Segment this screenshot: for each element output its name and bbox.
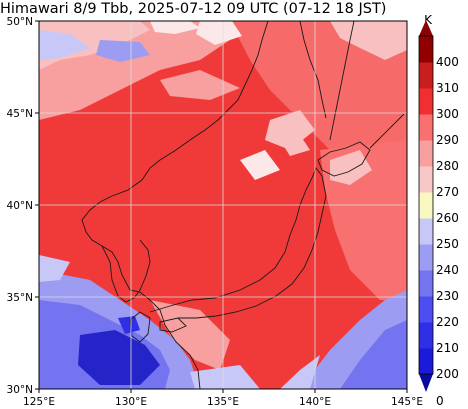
colorbar-swatch [419, 88, 433, 115]
colorbar-swatches [418, 20, 434, 392]
cloud-band-southwest-pink [150, 300, 230, 370]
cloud-streak-north-3 [196, 21, 242, 45]
cloud-streak-manchuria [160, 70, 240, 100]
colorbar-tick-label: 270 [436, 185, 459, 199]
colorbar-tick-label: 400 [436, 55, 459, 69]
colorbar-frame [418, 35, 434, 375]
lon-tick-label: 145°E [391, 396, 423, 408]
lon-tick-label: 130°E [115, 396, 147, 408]
colorbar-swatch [419, 114, 433, 141]
colorbar-swatch [419, 244, 433, 271]
coast-sakhalin [329, 21, 355, 141]
cold-core [78, 330, 160, 385]
lon-tick-label: 140°E [299, 396, 331, 408]
lat-tick-label: 35°N [7, 292, 33, 304]
cloud-patch-north-2 [150, 21, 200, 34]
cold-core-small [118, 316, 140, 334]
cloud-streak-central-1 [240, 150, 280, 180]
colorbar-tick-label: 260 [436, 211, 459, 225]
colorbar-swatch [419, 62, 433, 89]
coastlines [81, 21, 405, 389]
cold-region-southwest-light [39, 255, 70, 282]
colorbar-tick-label: 240 [436, 263, 459, 277]
colorbar-tick-label: 210 [436, 341, 459, 355]
cloud-patch-northwest-cold [39, 30, 90, 60]
lat-tick-label: 40°N [7, 200, 33, 212]
colorbar-over-arrow [419, 20, 433, 36]
cloud-streak-hokkaido [330, 150, 372, 185]
lon-tick-label: 135°E [207, 396, 239, 408]
cloud-patch-northwest-cold-2 [96, 40, 150, 62]
colorbar-tick-label: 280 [436, 159, 459, 173]
colorbar-swatch [419, 322, 433, 349]
lon-tick-label: 125°E [23, 396, 55, 408]
colorbar-tick-label: 230 [436, 289, 459, 303]
cold-region-southeast-inner [340, 320, 407, 389]
cold-region-southeast-edge [280, 355, 320, 389]
coast-russia-east [299, 21, 327, 119]
colorbar-swatch [419, 36, 433, 63]
colorbar-tick-label: 310 [436, 81, 459, 95]
coast-japan-kyushu [129, 311, 151, 343]
colorbar-under-arrow [419, 374, 433, 392]
colorbar-tick-label: 250 [436, 237, 459, 251]
colorbar-swatch [419, 218, 433, 245]
coast-kurils [369, 113, 405, 149]
coast-japan-shikoku [159, 317, 187, 333]
colorbar-swatch [419, 296, 433, 323]
cloud-streak-central-2 [280, 135, 310, 156]
colorbar-swatch [419, 166, 433, 193]
cloud-streak-northeast [330, 21, 407, 60]
colorbar-tick-label: 290 [436, 133, 459, 147]
colorbar-swatch [419, 140, 433, 167]
cloud-patch-north [39, 21, 150, 70]
cold-strip-south [190, 365, 260, 389]
latitude-axis: 30°N 35°N 40°N 45°N 50°N [7, 16, 39, 396]
map-title: Himawari 8/9 Tbb, 2025-07-12 09 UTC (07-… [0, 1, 387, 17]
colorbar-tick-label: 220 [436, 315, 459, 329]
colorbar-tick-label: 0 [436, 394, 444, 408]
lat-tick-label: 30°N [7, 384, 33, 396]
colorbar-labels: 0 200 210 220 230 240 250 260 270 280 290 300 310 400 [436, 55, 459, 408]
colorbar: K 0 200 210 220 230 240 250 260 270 280 290 300 310 4… [418, 13, 459, 408]
colorbar-unit: K [424, 13, 433, 27]
lat-tick-label: 50°N [7, 16, 33, 28]
coast-japan-hokkaido [317, 141, 371, 177]
longitude-axis: 125°E 130°E 135°E 140°E 145°E [23, 389, 423, 408]
colorbar-tick-label: 300 [436, 107, 459, 121]
colorbar-swatch [419, 270, 433, 297]
coast-japan-honshu [149, 167, 327, 319]
colorbar-tick-label: 200 [436, 367, 459, 381]
coast-asia [81, 21, 269, 389]
colorbar-swatch [419, 192, 433, 219]
colorbar-swatch [419, 348, 433, 375]
coast-korea [101, 239, 151, 303]
lat-tick-label: 45°N [7, 108, 33, 120]
graticule [39, 21, 407, 389]
